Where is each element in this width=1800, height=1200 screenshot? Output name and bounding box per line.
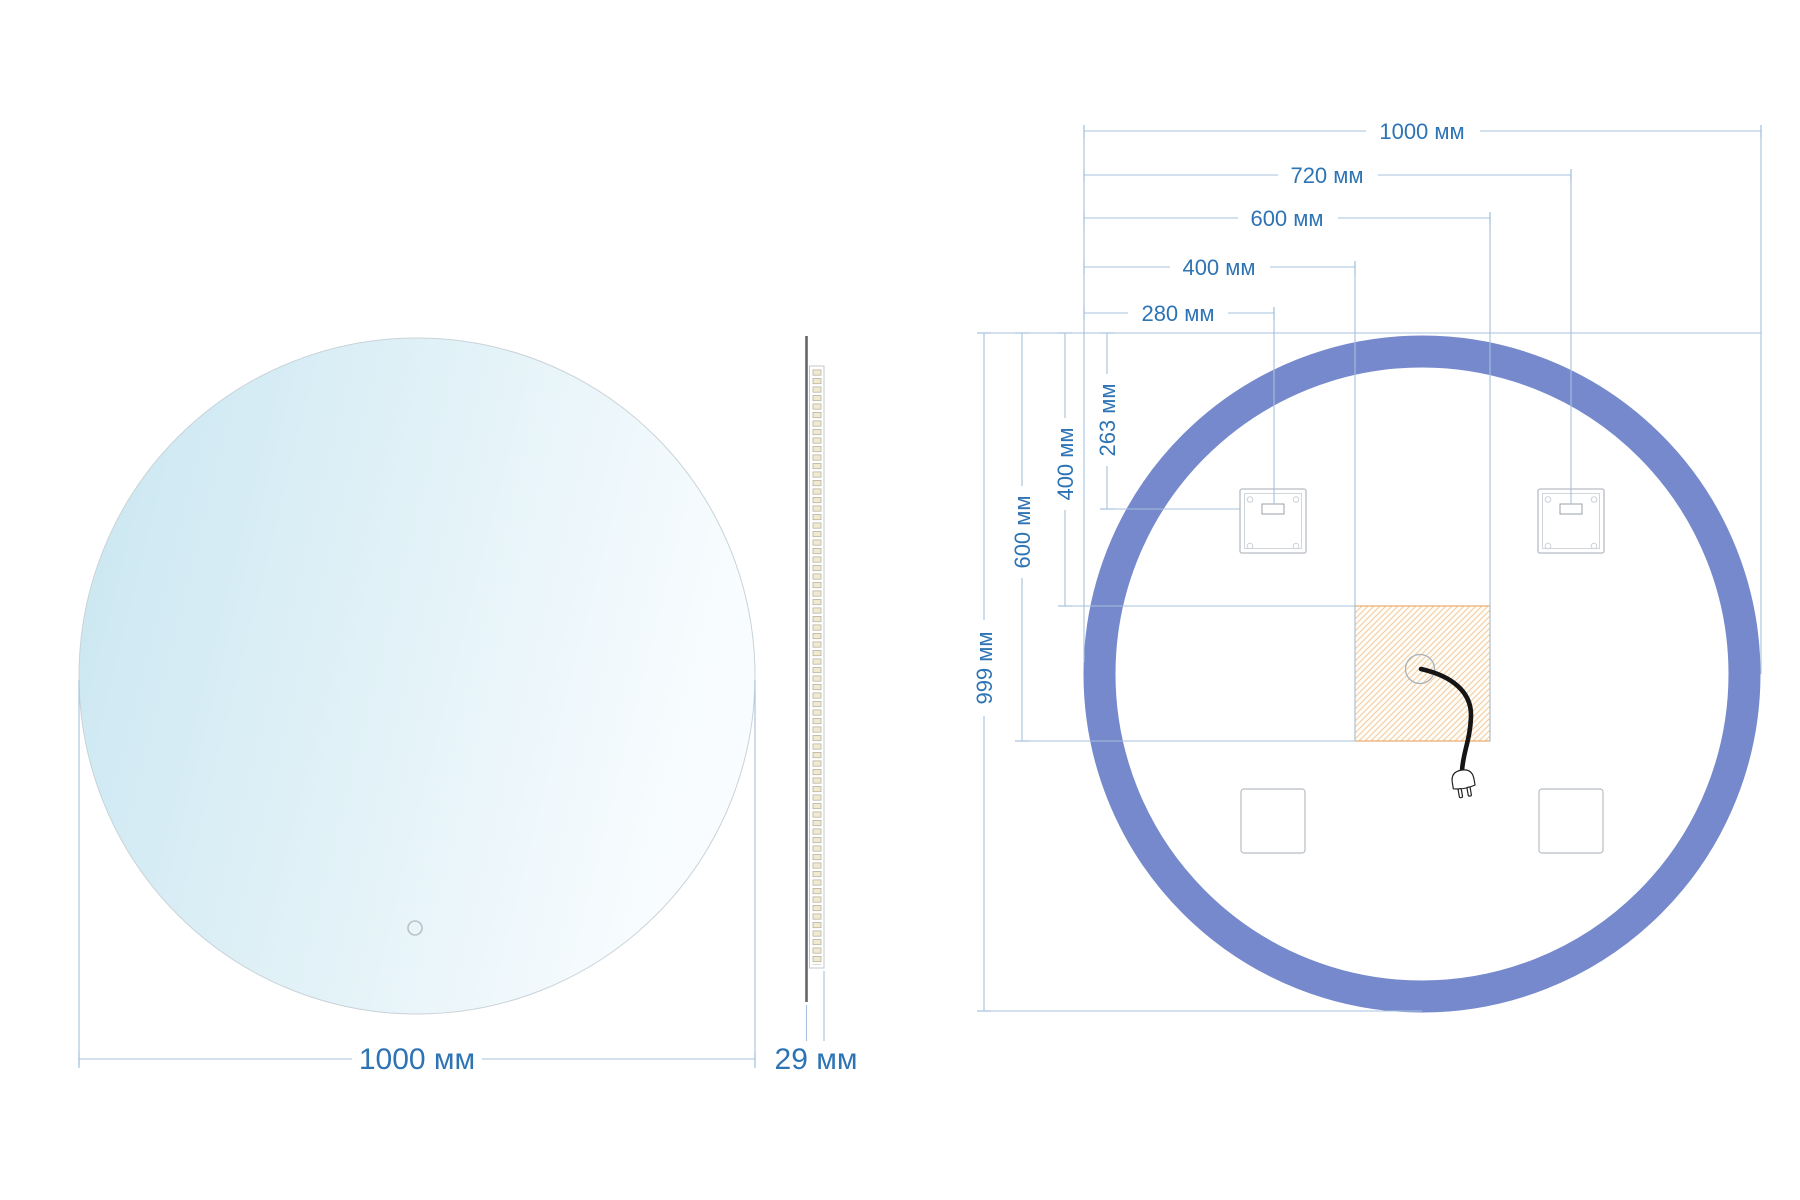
front-view: 1000 мм xyxy=(78,337,756,1076)
mounting-plate-top-right xyxy=(1537,488,1605,554)
dim-label-600-top: 600 мм xyxy=(1250,206,1323,231)
touch-sensor-mark xyxy=(407,920,423,936)
side-view: 29 мм xyxy=(775,336,858,1076)
mirror-front-face xyxy=(78,337,756,1015)
mounting-pad-bottom-left xyxy=(1240,788,1306,854)
keyhole-slot xyxy=(1559,503,1583,515)
dim-label-720: 720 мм xyxy=(1290,163,1363,188)
mounting-pad-bottom-right xyxy=(1538,788,1604,854)
power-plug-icon xyxy=(1451,769,1476,799)
led-strip xyxy=(812,369,822,965)
back-view: 1000 мм 720 мм 600 мм 400 мм 280 xyxy=(972,119,1762,1013)
keyhole-slot xyxy=(1261,503,1285,515)
power-cord xyxy=(1418,666,1474,774)
dim-label-999: 999 мм xyxy=(972,631,997,704)
side-thickness-dim-label: 29 мм xyxy=(775,1043,858,1076)
dim-label-600-left: 600 мм xyxy=(1010,495,1035,568)
mounting-plate-top-left xyxy=(1239,488,1307,554)
dim-label-280: 280 мм xyxy=(1141,301,1214,326)
led-frame-ring xyxy=(1083,335,1761,1013)
dim-label-400-left: 400 мм xyxy=(1053,427,1078,500)
front-width-dim-label: 1000 мм xyxy=(359,1043,475,1076)
junction-zone-hatch xyxy=(1354,605,1491,742)
cable-outlet-circle xyxy=(1404,653,1436,685)
dim-label-400-top: 400 мм xyxy=(1182,255,1255,280)
dim-label-263: 263 мм xyxy=(1095,383,1120,456)
back-top-dimensions: 1000 мм 720 мм 600 мм 400 мм 280 xyxy=(1083,119,1762,741)
back-left-dimensions: 263 мм 400 мм 600 мм 999 м xyxy=(972,332,1761,1012)
dim-label-1000: 1000 мм xyxy=(1379,119,1464,144)
